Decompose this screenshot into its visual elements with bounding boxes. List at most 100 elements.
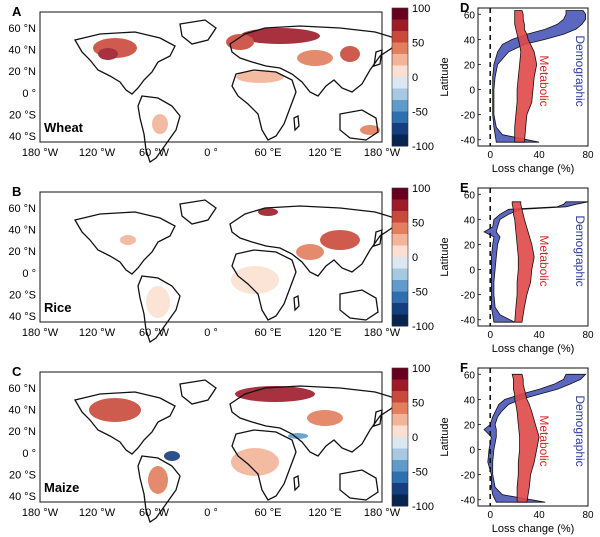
lat-tick-label: 40 °S (9, 491, 36, 503)
colorbar-swatch (392, 77, 408, 89)
colorbar-swatch (392, 31, 408, 43)
lon-tick-label: 180 °W (22, 147, 59, 159)
y-tick-label: 40 (464, 35, 476, 46)
x-tick-label: 0 (487, 330, 493, 341)
colorbar-frame (391, 367, 409, 507)
colorbar-tick-label: 0 (412, 252, 418, 264)
y-tick-label: 60 (464, 370, 476, 381)
demographic-band (483, 201, 589, 323)
x-tick-label: 40 (534, 510, 546, 521)
lat-tick-label: 20 °S (9, 109, 36, 121)
lat-tick-label: 40 °N (8, 405, 36, 417)
demographic-label: Demographic (573, 395, 587, 466)
lat-tick-label: 0 ° (22, 448, 36, 460)
colorbar-swatch (392, 234, 408, 246)
colorbar-frame (391, 187, 409, 327)
x-axis-label: Loss change (%) (492, 343, 575, 355)
lon-tick-label: 0 ° (204, 507, 218, 519)
lon-tick-label: 60 °E (254, 147, 281, 159)
lon-tick-label: 120 °W (79, 327, 116, 339)
crop-label: Maize (44, 480, 79, 495)
demographic-band (492, 10, 586, 143)
lat-tick-label: 20 °N (8, 66, 36, 78)
demographic-label: Demographic (573, 215, 587, 286)
lon-tick-label: 60 °E (254, 327, 281, 339)
colorbar-swatch (392, 54, 408, 66)
y-tick-label: 20 (464, 420, 476, 431)
y-axis-label: Latitude (439, 237, 451, 276)
lon-tick-label: 120 °E (308, 507, 341, 519)
panel-letter-e: E (460, 180, 469, 195)
lat-tick-label: 60 °N (8, 203, 36, 215)
colorbar-swatch (392, 268, 408, 281)
panel-letter-d: D (460, 0, 469, 15)
y-tick-label: -40 (461, 316, 476, 327)
y-tick-label: 0 (469, 266, 475, 277)
crop-label: Wheat (44, 120, 84, 135)
colorbar-swatch (392, 314, 408, 327)
lon-tick-label: 60 °W (139, 147, 170, 159)
lat-tick-label: 20 °S (9, 289, 36, 301)
y-axis-label: Latitude (439, 57, 451, 96)
y-tick-label: -20 (461, 291, 476, 302)
colorbar-swatch (392, 19, 408, 32)
lon-tick-label: 120 °W (79, 507, 116, 519)
colorbar-swatch (392, 134, 408, 147)
y-tick-label: 60 (464, 190, 476, 201)
y-tick-label: 20 (464, 60, 476, 71)
colorbar-swatch (392, 437, 408, 449)
demographic-label: Demographic (573, 35, 587, 106)
lat-tick-label: 20 °S (9, 469, 36, 481)
lon-tick-label: 60 °W (139, 507, 170, 519)
metabolic-band (511, 201, 535, 323)
colorbar-swatch (392, 379, 408, 392)
colorbar-tick-label: 50 (412, 218, 424, 230)
y-tick-label: 20 (464, 240, 476, 251)
x-tick-label: 80 (582, 510, 594, 521)
lat-tick-label: 0 ° (22, 268, 36, 280)
colorbar-swatch (392, 368, 408, 380)
x-tick-label: 40 (534, 330, 546, 341)
lon-tick-label: 180 °W (364, 147, 401, 159)
lon-tick-label: 120 °W (79, 147, 116, 159)
colorbar-swatch (392, 494, 408, 507)
x-tick-label: 80 (582, 330, 594, 341)
colorbar-swatch (392, 471, 408, 484)
panel-a-map (39, 11, 396, 163)
colorbar-swatch (392, 123, 408, 135)
x-tick-label: 0 (487, 150, 493, 161)
colorbar-swatch (392, 257, 408, 269)
x-tick-label: 80 (582, 150, 594, 161)
colorbar-swatch (392, 391, 408, 403)
colorbar-swatch (392, 425, 408, 438)
lat-tick-label: 40 °S (9, 311, 36, 323)
colorbar-swatch (392, 460, 408, 472)
panel-letter-a: A (12, 4, 22, 19)
profile-frame (477, 367, 589, 507)
y-tick-label: 0 (469, 86, 475, 97)
colorbar-tick-label: 100 (412, 3, 430, 15)
y-tick-label: 40 (464, 215, 476, 226)
colorbar-swatch (392, 245, 408, 258)
colorbar-frame (391, 7, 409, 147)
colorbar-swatch (392, 211, 408, 223)
panel-letter-c: C (12, 364, 22, 379)
lat-tick-label: 40 °S (9, 131, 36, 143)
colorbar-tick-label: -100 (412, 141, 434, 153)
colorbar-tick-label: 100 (412, 183, 430, 195)
colorbar-tick-label: -50 (412, 107, 428, 119)
lat-tick-label: 0 ° (22, 88, 36, 100)
lon-tick-label: 180 °W (364, 507, 401, 519)
crop-label: Rice (44, 300, 71, 315)
colorbar-swatch (392, 188, 408, 200)
colorbar-tick-label: 100 (412, 363, 430, 375)
y-tick-label: -40 (461, 136, 476, 147)
profile-frame (477, 187, 589, 327)
lon-tick-label: 180 °W (364, 327, 401, 339)
colorbar-swatch (392, 291, 408, 304)
colorbar-tick-label: -50 (412, 467, 428, 479)
colorbar-tick-label: -50 (412, 287, 428, 299)
lat-tick-label: 40 °N (8, 45, 36, 57)
metabolic-label: Metabolic (537, 55, 551, 106)
